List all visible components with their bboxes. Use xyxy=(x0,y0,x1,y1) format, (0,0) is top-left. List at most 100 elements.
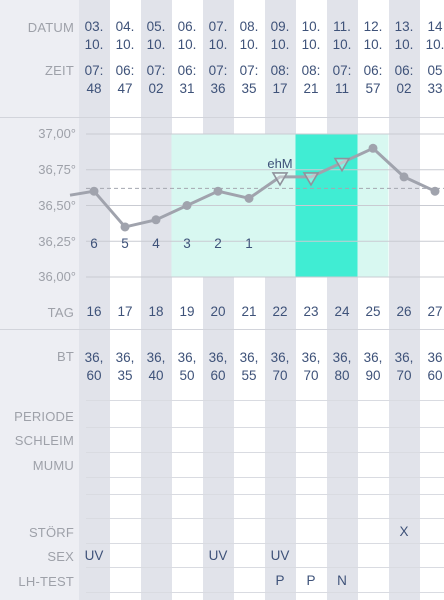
time-hour-cell: 07: xyxy=(239,63,259,78)
time-minute-cell: 48 xyxy=(86,81,102,96)
date-day-cell: 03. xyxy=(84,19,104,34)
bt-value-top-cell: 36 xyxy=(427,350,443,365)
bt-value-bottom-cell: 60 xyxy=(210,368,226,383)
cycle-day-cell[interactable]: 24 xyxy=(327,304,358,319)
temperature-point[interactable] xyxy=(89,186,99,196)
bt-value-top-cell: 36, xyxy=(208,350,228,365)
time-minute-cell: 57 xyxy=(365,81,381,96)
evaluation-triangle-marker[interactable] xyxy=(302,172,320,187)
datum-label: DATUM xyxy=(27,20,74,35)
time-minute-cell: 47 xyxy=(117,81,133,96)
bt-value-bottom-cell: 60 xyxy=(86,368,102,383)
cycle-day-cell[interactable]: 19 xyxy=(172,304,203,319)
temperature-point[interactable] xyxy=(213,186,223,196)
grid-line xyxy=(86,427,444,428)
periode-label: PERIODE xyxy=(14,409,74,424)
time-minute-cell: 36 xyxy=(210,81,226,96)
date-day-cell: 04. xyxy=(115,19,135,34)
column-stripe xyxy=(388,0,420,600)
mumu-label: MUMU xyxy=(32,458,74,473)
y-tick-36-25: 36,25° xyxy=(38,234,76,249)
lower-temp-count-label: 6 xyxy=(90,236,98,251)
temperature-point[interactable] xyxy=(430,186,440,196)
lower-temp-count-label: 3 xyxy=(183,236,191,251)
date-day-cell: 09. xyxy=(270,19,290,34)
y-tick-36-75: 36,75° xyxy=(38,162,76,177)
bt-label: BT xyxy=(56,349,74,364)
temperature-point[interactable] xyxy=(151,215,161,225)
cycle-day-cell[interactable]: 18 xyxy=(141,304,172,319)
sex-cell: UV xyxy=(84,548,104,563)
date-day-cell: 13. xyxy=(394,19,414,34)
temperature-point[interactable] xyxy=(399,172,409,182)
cycle-day-cell[interactable]: 20 xyxy=(203,304,234,319)
date-month-cell: 10. xyxy=(177,37,197,52)
evaluation-triangle-marker[interactable] xyxy=(333,157,351,173)
lower-temp-count-label: 5 xyxy=(121,236,129,251)
temperature-point[interactable] xyxy=(368,143,378,153)
time-minute-cell: 02 xyxy=(148,81,164,96)
grid-line xyxy=(86,518,444,519)
time-hour-cell: 07: xyxy=(208,63,228,78)
temperature-point[interactable] xyxy=(244,193,254,203)
date-day-cell: 08. xyxy=(239,19,259,34)
bt-value-bottom-cell: 80 xyxy=(334,368,350,383)
time-minute-cell: 17 xyxy=(272,81,288,96)
date-month-cell: 10. xyxy=(363,37,383,52)
grid-line xyxy=(86,400,444,401)
time-minute-cell: 02 xyxy=(396,81,412,96)
date-day-cell: 11. xyxy=(333,19,351,34)
bt-value-bottom-cell: 50 xyxy=(179,368,195,383)
date-month-cell: 10. xyxy=(394,37,414,52)
date-day-cell: 10. xyxy=(301,19,321,34)
bt-value-bottom-cell: 70 xyxy=(272,368,288,383)
bt-value-top-cell: 36, xyxy=(332,350,352,365)
stoerf-cell: X xyxy=(399,524,409,539)
time-hour-cell: 06: xyxy=(363,63,383,78)
ehm-annotation: ehM xyxy=(267,156,292,171)
bt-value-bottom-cell: 35 xyxy=(117,368,133,383)
column-stripe xyxy=(202,0,234,600)
date-month-cell: 10. xyxy=(115,37,135,52)
bt-value-bottom-cell: 70 xyxy=(303,368,319,383)
date-month-cell: 10. xyxy=(84,37,104,52)
cycle-day-cell[interactable]: 25 xyxy=(358,304,389,319)
cycle-day-cell[interactable]: 26 xyxy=(389,304,420,319)
y-tick-37-00: 37,00° xyxy=(38,126,76,141)
y-tick-36-00: 36,00° xyxy=(38,269,76,284)
time-minute-cell: 35 xyxy=(241,81,257,96)
cycle-day-cell[interactable]: 17 xyxy=(110,304,141,319)
date-month-cell: 10. xyxy=(425,37,444,52)
time-hour-cell: 06: xyxy=(394,63,414,78)
time-hour-cell: 06: xyxy=(177,63,197,78)
date-month-cell: 10. xyxy=(146,37,166,52)
lh-test-cell: P xyxy=(306,573,316,588)
cycle-day-cell[interactable]: 23 xyxy=(296,304,327,319)
bt-value-top-cell: 36, xyxy=(301,350,321,365)
bt-value-bottom-cell: 40 xyxy=(148,368,164,383)
cycle-day-cell[interactable]: 22 xyxy=(265,304,296,319)
tag-label: TAG xyxy=(47,305,74,320)
cycle-day-cell[interactable]: 16 xyxy=(79,304,110,319)
column-stripe xyxy=(326,0,358,600)
zeit-label: ZEIT xyxy=(45,63,74,78)
bt-value-top-cell: 36, xyxy=(270,350,290,365)
column-stripe xyxy=(78,0,110,600)
cycle-day-cell[interactable]: 27 xyxy=(420,304,444,319)
date-month-cell: 10. xyxy=(332,37,352,52)
date-day-cell: 12. xyxy=(363,19,383,34)
temperature-point[interactable] xyxy=(120,222,130,232)
date-day-cell: 14 xyxy=(427,19,443,34)
temperature-point[interactable] xyxy=(182,201,192,210)
grid-line xyxy=(86,494,444,495)
time-minute-cell: 33 xyxy=(427,81,443,96)
sex-label: SEX xyxy=(47,549,74,564)
schleim-label: SCHLEIM xyxy=(14,433,74,448)
header-separator xyxy=(0,117,444,118)
cycle-day-cell[interactable]: 21 xyxy=(234,304,265,319)
grid-line xyxy=(86,567,444,568)
date-month-cell: 10. xyxy=(239,37,259,52)
evaluation-triangle-marker[interactable] xyxy=(271,172,289,187)
